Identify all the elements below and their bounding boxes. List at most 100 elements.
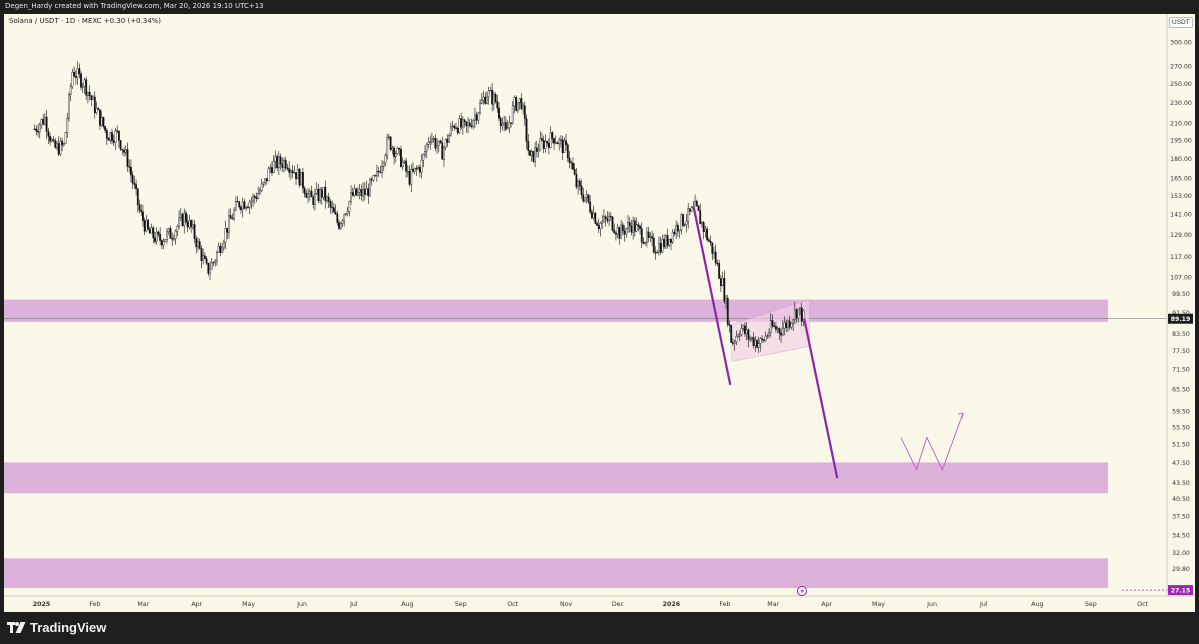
candle-body[interactable] [652,238,655,253]
candle-body[interactable] [47,131,50,137]
candle-body[interactable] [568,157,571,163]
support-resistance-zone[interactable] [4,462,1108,494]
candle-body[interactable] [580,185,583,195]
candle-body[interactable] [668,238,671,246]
candle-body[interactable] [523,105,526,120]
candle-body[interactable] [343,214,346,222]
candle-body[interactable] [570,162,573,164]
candle-body[interactable] [788,320,791,328]
candle-body[interactable] [503,122,506,125]
candle-body[interactable] [714,251,717,264]
candle-body[interactable] [123,149,125,153]
candle-body[interactable] [496,101,499,109]
candle-body[interactable] [799,307,801,310]
candle-body[interactable] [183,212,186,226]
candle-body[interactable] [542,140,545,149]
candle-body[interactable] [173,238,175,240]
candle-body[interactable] [45,116,48,132]
candle-body[interactable] [351,192,354,196]
candle-body[interactable] [130,166,132,176]
candle-body[interactable] [477,112,480,121]
candle-body[interactable] [769,320,772,333]
candle-body[interactable] [740,328,743,335]
candle-body[interactable] [255,197,258,199]
candle-body[interactable] [441,142,444,160]
candle-body[interactable] [219,246,222,253]
candle-body[interactable] [315,188,318,194]
candle-body[interactable] [527,141,530,151]
candle-body[interactable] [324,186,327,201]
candle-body[interactable] [616,227,619,235]
candle-body[interactable] [689,208,691,212]
candle-body[interactable] [406,171,409,173]
candle-body[interactable] [93,96,96,113]
candle-body[interactable] [269,167,272,170]
candle-body[interactable] [59,140,62,155]
candle-body[interactable] [448,134,451,143]
candle-body[interactable] [174,230,177,239]
candle-body[interactable] [635,224,638,232]
candle-body[interactable] [455,127,457,129]
candle-body[interactable] [302,172,304,189]
candle-body[interactable] [762,339,765,341]
candle-body[interactable] [429,141,432,143]
candle-body[interactable] [472,119,475,128]
candle-body[interactable] [272,160,275,173]
candle-body[interactable] [317,188,320,201]
candle-body[interactable] [474,114,476,121]
candle-body[interactable] [410,168,413,185]
candle-body[interactable] [506,127,509,130]
candle-body[interactable] [326,196,328,201]
candle-body[interactable] [348,201,351,212]
candle-body[interactable] [178,217,180,227]
candle-body[interactable] [556,142,559,145]
candle-body[interactable] [659,243,662,253]
candle-body[interactable] [486,96,488,104]
candle-body[interactable] [138,204,141,211]
candle-body[interactable] [453,125,456,128]
candle-body[interactable] [670,238,672,243]
candle-body[interactable] [100,117,103,126]
candle-body[interactable] [111,132,113,142]
candle-body[interactable] [792,319,795,324]
candle-body[interactable] [231,218,234,220]
candle-body[interactable] [449,126,452,136]
candle-body[interactable] [480,99,483,104]
candle-body[interactable] [437,140,440,146]
candle-body[interactable] [431,138,433,142]
candle-body[interactable] [420,159,423,173]
candle-body[interactable] [649,236,652,238]
candle-body[interactable] [697,205,700,211]
candle-body[interactable] [157,231,160,235]
candle-body[interactable] [608,215,610,221]
candle-body[interactable] [787,320,789,328]
candle-body[interactable] [633,220,636,232]
candle-body[interactable] [143,220,146,232]
candle-body[interactable] [114,130,117,143]
candle-body[interactable] [384,155,387,164]
candle-body[interactable] [549,132,552,149]
candle-body[interactable] [357,191,359,196]
candle-body[interactable] [190,220,193,228]
candle-body[interactable] [169,228,172,239]
candle-body[interactable] [601,220,604,224]
candle-body[interactable] [732,342,734,344]
candle-body[interactable] [566,144,569,159]
candle-body[interactable] [76,68,79,78]
candle-body[interactable] [148,228,151,234]
candle-body[interactable] [286,167,289,170]
candle-body[interactable] [706,228,709,240]
candle-body[interactable] [773,325,776,327]
candle-body[interactable] [88,91,91,97]
candle-body[interactable] [234,201,237,211]
candle-body[interactable] [56,143,58,148]
candle-body[interactable] [197,241,199,248]
candle-body[interactable] [615,232,617,235]
candle-body[interactable] [719,278,722,286]
candle-body[interactable] [487,90,490,98]
candle-body[interactable] [71,72,74,87]
candle-body[interactable] [675,224,678,235]
candle-body[interactable] [757,343,760,348]
candle-body[interactable] [554,142,557,144]
candle-body[interactable] [630,225,633,233]
